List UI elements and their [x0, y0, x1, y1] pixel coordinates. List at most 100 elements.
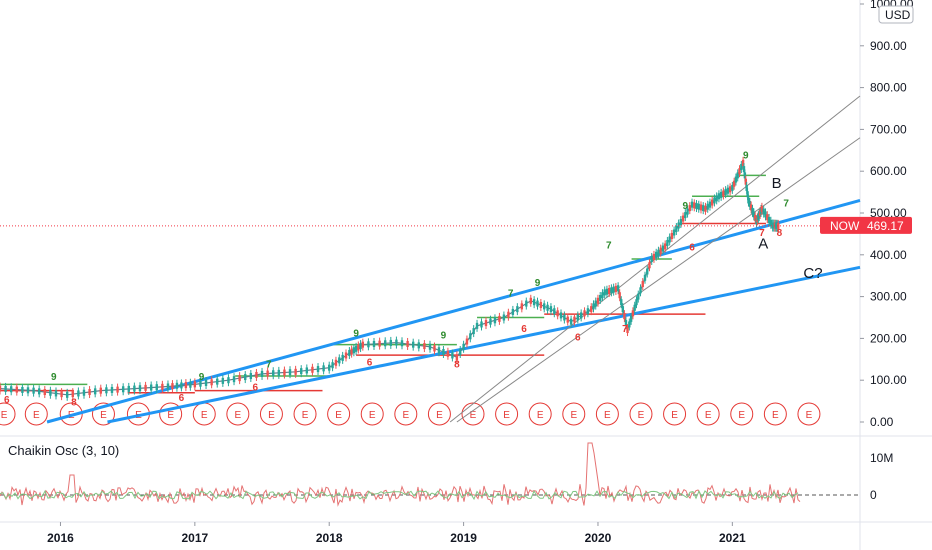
candle-body [629, 315, 633, 322]
sequential-count-up: 9 [683, 201, 689, 212]
candle-body [697, 203, 700, 210]
candle-body [639, 287, 642, 294]
candle-body [348, 350, 351, 357]
candle-body [751, 207, 754, 214]
sequential-count-down: 6 [521, 324, 527, 335]
candle-body [442, 348, 445, 355]
candle-body [693, 202, 696, 209]
earnings-marker [696, 402, 720, 426]
earnings-marker [24, 402, 48, 426]
candle-body [406, 340, 409, 347]
candle-body [184, 382, 188, 389]
time-axis[interactable]: 2016 2017 2018 2019 2020 2021 [47, 522, 746, 545]
price-tick-label: 400.00 [870, 248, 907, 262]
candle-body [628, 321, 631, 328]
candle-body [549, 306, 553, 313]
price-tick-label: 500.00 [870, 206, 907, 220]
candle-body [740, 164, 743, 171]
candle-body [451, 352, 454, 359]
candle-body [204, 379, 208, 386]
candle-body [605, 288, 609, 295]
candle-body [216, 378, 219, 385]
earnings-marker [495, 402, 519, 426]
candle-body [666, 239, 669, 246]
candle-body [717, 193, 721, 200]
candle-body [15, 386, 18, 393]
candle-body [626, 327, 629, 334]
candle-body [171, 383, 174, 390]
candle-body [603, 289, 606, 296]
earnings-marker [259, 402, 283, 426]
oscillator-tick-label: 10M [870, 451, 893, 465]
currency-label: USD [885, 8, 911, 22]
now-badge: NOW 469.17 [820, 216, 912, 234]
candle-body [121, 386, 125, 393]
candle-body [133, 385, 136, 392]
earnings-marker-label: E [705, 410, 712, 421]
price-tick-label: 200.00 [870, 331, 907, 345]
candle-body [357, 344, 360, 351]
candle-body [26, 387, 30, 394]
candle-body [731, 184, 734, 191]
candle-body [556, 310, 559, 317]
candle-body [446, 350, 450, 357]
candle-body [753, 214, 757, 221]
earnings-marker [629, 402, 653, 426]
candle-body [569, 318, 573, 325]
candle-body [624, 320, 628, 327]
wave-label-C: C? [803, 265, 822, 282]
candle-body [635, 299, 638, 306]
candle-body [9, 386, 13, 393]
candle-body [465, 338, 469, 345]
candle-body [507, 311, 510, 318]
currency-badge[interactable]: USD [878, 5, 914, 24]
earnings-marker [360, 402, 384, 426]
candle-body [32, 387, 35, 394]
candle-body [520, 303, 524, 310]
sequential-count-down: 7 [759, 228, 765, 239]
candle-body [607, 288, 611, 295]
candle-body [469, 333, 472, 340]
candle-body [498, 315, 501, 322]
candle-body [633, 304, 636, 311]
candle-body [49, 389, 52, 396]
sequential-count-up: 9 [441, 330, 447, 341]
candle-body [672, 229, 676, 236]
candle-body [618, 292, 621, 299]
indicator-label[interactable]: Chaikin Osc (3, 10) [8, 443, 119, 458]
candle-body [748, 200, 752, 207]
lower-trend-line [107, 265, 861, 424]
time-tick-label: 2016 [47, 531, 74, 545]
candle-body [350, 348, 353, 355]
earnings-marker-label: E [738, 410, 745, 421]
candle-body [516, 306, 519, 313]
candle-body [155, 384, 158, 391]
candle-body [389, 339, 393, 346]
candle-body [71, 391, 74, 398]
candle-body [166, 383, 170, 390]
candle-body [459, 348, 462, 355]
candle-body [583, 310, 586, 317]
candle-body [423, 343, 426, 350]
candle-body [654, 251, 658, 258]
candle-body [260, 370, 264, 377]
candle-body [277, 369, 281, 376]
candle-body [728, 186, 732, 193]
candle-body [484, 320, 488, 327]
price-tick-label: 0.00 [870, 415, 894, 429]
candle-body [37, 388, 41, 395]
earnings-marker-label: E [671, 410, 678, 421]
candle-body [601, 292, 604, 299]
earnings-marker-label: E [537, 410, 544, 421]
candle-body [511, 308, 515, 315]
candle-body [227, 377, 230, 384]
sequential-count-down: 6 [179, 393, 185, 404]
candle-body [311, 366, 314, 373]
candle-body [437, 347, 441, 354]
sequential-count-up: 9 [51, 372, 57, 383]
candle-body [4, 385, 7, 392]
earnings-marker-label: E [33, 410, 40, 421]
price-axis[interactable]: 0.00 100.00 200.00 300.00 400.00 500.00 600.00… [860, 0, 914, 429]
